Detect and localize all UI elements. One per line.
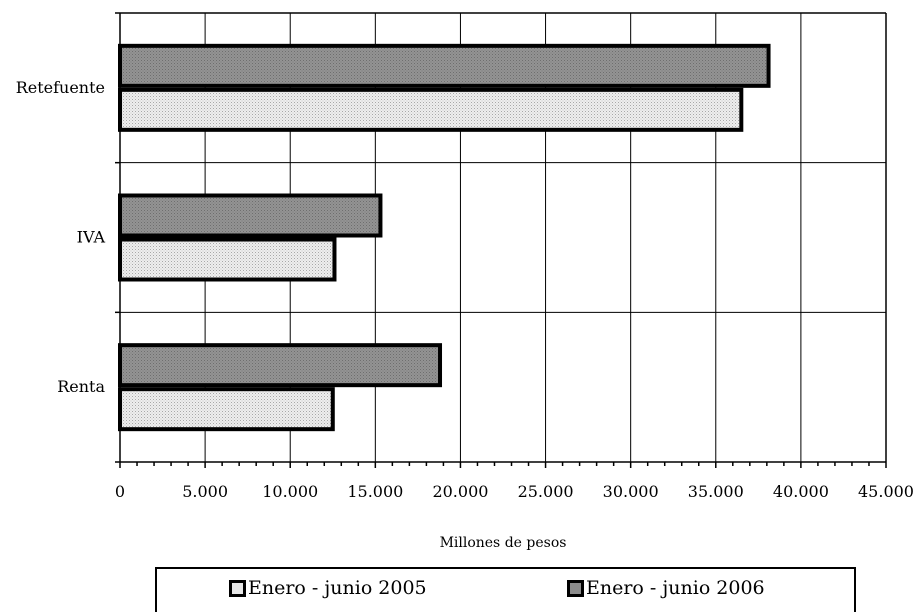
bar-iva-1 — [118, 193, 383, 238]
bar-renta-1 — [118, 343, 443, 388]
legend-label-2005: Enero - junio 2005 — [248, 577, 427, 599]
axes — [115, 12, 887, 468]
x-tick-label-4: 20.000 — [432, 482, 488, 501]
category-label-renta: Renta — [57, 377, 105, 396]
x-tick-label-3: 15.000 — [347, 482, 403, 501]
x-tick-label-8: 40.000 — [773, 482, 829, 501]
bar-chart: Retefuente IVA Renta 0 5.000 10.000 15.000 20.0… — [16, 12, 914, 551]
x-tick-label-6: 30.000 — [603, 482, 659, 501]
x-tick-label-0: 0 — [115, 482, 125, 501]
legend: Enero - junio 2005 Enero - junio 2006 — [155, 567, 856, 612]
bars — [118, 43, 771, 432]
legend-item-2005: Enero - junio 2005 — [229, 577, 427, 599]
x-tick-label-5: 25.000 — [518, 482, 574, 501]
x-tick-label-1: 5.000 — [182, 482, 228, 501]
bar-iva-0 — [118, 237, 337, 282]
legend-item-2006: Enero - junio 2006 — [567, 577, 765, 599]
x-tick-label-9: 45.000 — [858, 482, 914, 501]
x-tick-label-2: 10.000 — [262, 482, 318, 501]
labels: Retefuente IVA Renta 0 5.000 10.000 15.000 20.0… — [16, 78, 914, 501]
bar-renta-0 — [118, 387, 335, 432]
category-label-iva: IVA — [77, 228, 106, 247]
legend-swatch-2006 — [567, 579, 584, 597]
category-label-retefuente: Retefuente — [16, 78, 105, 97]
bar-retefuente-1 — [118, 43, 771, 88]
bar-retefuente-0 — [118, 87, 744, 132]
x-tick-label-7: 35.000 — [688, 482, 744, 501]
legend-swatch-2005 — [229, 579, 246, 597]
x-axis-title: Millones de pesos — [440, 535, 567, 551]
legend-label-2006: Enero - junio 2006 — [586, 577, 765, 599]
